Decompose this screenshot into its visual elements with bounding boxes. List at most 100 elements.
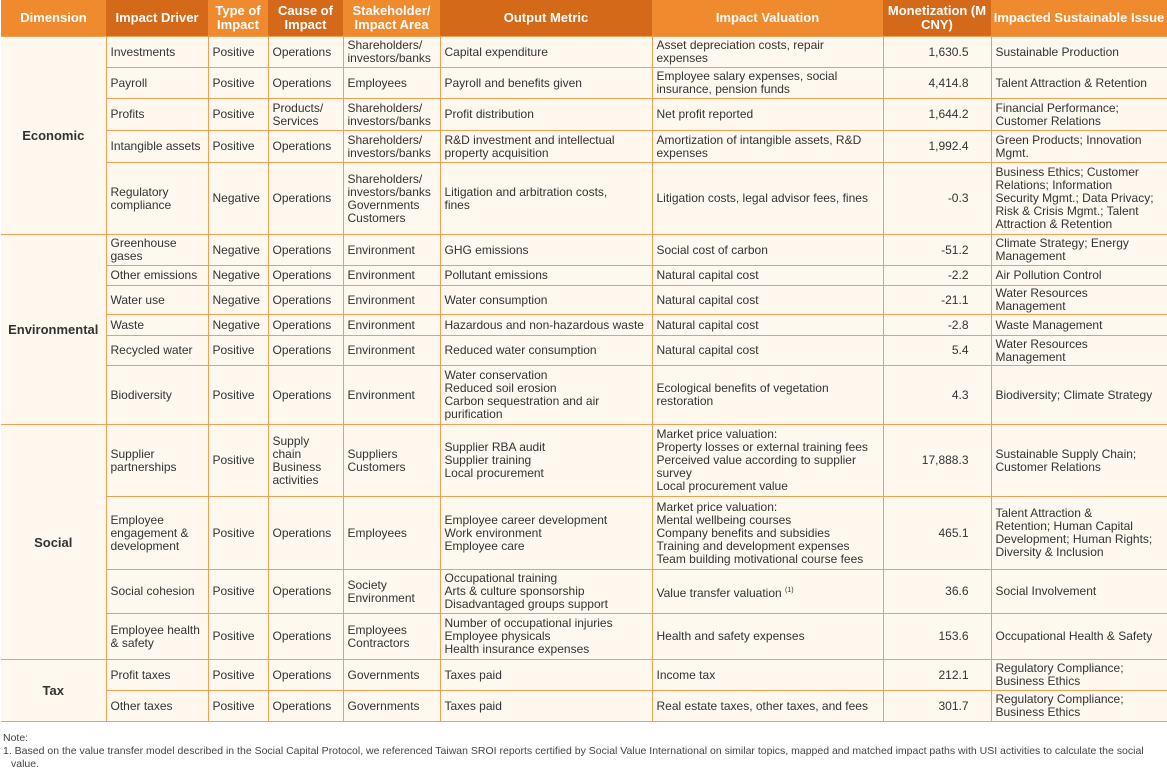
stakeholder: Employees [347, 525, 407, 540]
table-row: Waste Negative Operations Environment Hazard… [1, 314, 1167, 336]
output-metric-cell: Water consumption [439, 285, 653, 315]
monetization-value-cell: 36.6 [882, 569, 992, 614]
stakeholder: Environment [347, 317, 415, 332]
stakeholder-cell: Employees [342, 496, 441, 570]
stakeholder: Environment [347, 242, 415, 257]
monetization-value-cell: 301.7 [882, 690, 992, 722]
sustainable-issue-cell: Occupational Health & Safety [990, 613, 1167, 660]
sustainable-issue: Water Resources Management [995, 336, 1088, 364]
impact-type-cell: Positive [207, 130, 269, 163]
impact-cause: Operations [272, 75, 332, 90]
impact-driver-cell: Intangible assets [105, 130, 209, 163]
column-header: Impact Valuation [652, 0, 883, 37]
impact-valuation: Net profit reported [656, 107, 754, 121]
impact-type: Positive [212, 75, 255, 90]
impact-cause-cell: Operations [267, 130, 344, 163]
impact-valuation: Natural capital cost [656, 292, 759, 307]
impact-cause: Operations [272, 317, 332, 332]
output-metric-cell: Taxes paid [439, 659, 653, 691]
output-metric-cell: R&D investment and intellectual property… [439, 130, 653, 163]
sustainable-issue-cell: Water Resources Management [990, 285, 1167, 315]
impact-driver-cell: Biodiversity [105, 365, 209, 425]
impact-driver: Other emissions [110, 268, 198, 282]
impact-valuation-cell: Natural capital cost [651, 335, 884, 366]
impact-type: Negative [212, 292, 260, 307]
impact-valuation: Real estate taxes, other taxes, and fees [656, 698, 868, 713]
impact-cause: Operations [272, 698, 332, 713]
output-metric: Litigation and arbitration costs, fines [444, 184, 608, 212]
sustainable-issue-cell: Waste Management [990, 314, 1167, 336]
output-metric: Payroll and benefits given [444, 75, 582, 90]
impact-type: Positive [212, 584, 255, 598]
impact-cause: Operations [272, 268, 332, 282]
impact-type-cell: Positive [207, 496, 269, 570]
stakeholder: Employees Contractors [347, 622, 410, 650]
stakeholder-cell: Employees [342, 67, 441, 99]
output-metric: Supplier RBA audit Supplier training Loc… [444, 440, 546, 480]
impact-driver: Supplier partnerships [110, 446, 177, 474]
output-metric: Taxes paid [444, 698, 502, 713]
table-row: Recycled water Positive Operations Environm… [1, 335, 1167, 366]
impact-type: Positive [212, 453, 255, 467]
sustainable-issue-cell: Regulatory Compliance; Business Ethics [990, 659, 1167, 691]
stakeholder: Environment [347, 292, 415, 307]
impact-driver: Water use [110, 292, 165, 307]
impact-driver: Recycled water [110, 343, 193, 357]
sustainable-issue: Regulatory Compliance; Business Ethics [995, 661, 1124, 688]
monetization-value-cell: -51.2 [882, 234, 992, 266]
output-metric-cell: Reduced water consumption [439, 335, 653, 366]
table-row: Regulatory compliance Negative Operations S… [1, 162, 1167, 235]
table-row: Other taxes Positive Operations Governments… [1, 690, 1167, 722]
impact-driver: Employee health & safety [110, 622, 200, 650]
impact-cause: Operations [272, 525, 332, 540]
sustainable-issue-cell: Biodiversity; Climate Strategy [990, 365, 1167, 425]
sustainable-issue: Regulatory Compliance; Business Ethics [995, 692, 1124, 719]
monetization-value-cell: 1,644.2 [882, 98, 992, 131]
impact-valuation: Market price valuation: Property losses … [656, 427, 868, 493]
monetization-value: 5.4 [951, 343, 969, 357]
table-row: Tax Profit taxes Positive Operations Governm… [1, 659, 1167, 722]
monetization-value: 212.1 [938, 667, 969, 682]
impact-type-cell: Negative [207, 162, 269, 235]
note-title: Note: [3, 732, 29, 744]
stakeholder: Environment [347, 387, 415, 402]
impact-valuation-cell: Net profit reported [651, 98, 884, 131]
impact-driver: Employee engagement & development [110, 512, 189, 553]
impact-type-cell: Negative [207, 285, 269, 315]
output-metric: Hazardous and non-hazardous waste [444, 317, 644, 332]
monetization-value: -51.2 [941, 242, 969, 257]
impact-type: Negative [212, 317, 260, 332]
dimension-cell: Tax [1, 659, 107, 722]
impact-cause: Operations [272, 584, 332, 598]
impact-cause-cell: Operations [267, 496, 344, 570]
stakeholder: Environment [347, 343, 415, 357]
impact-driver-cell: Profit taxes [105, 659, 209, 691]
impact-valuation-cell: Market price valuation: Mental wellbeing… [651, 496, 884, 570]
impact-cause-cell: Operations [267, 659, 344, 691]
monetization-value: 301.7 [938, 698, 969, 713]
impact-type-cell: Positive [207, 569, 269, 614]
impact-cause: Operations [272, 191, 332, 205]
stakeholder-cell: Society Environment [342, 569, 441, 614]
impact-valuation-cell: Social cost of carbon [651, 234, 884, 266]
sustainable-issue-cell: Business Ethics; Customer Relations; Inf… [990, 162, 1167, 235]
sustainable-issue-cell: Social Involvement [990, 569, 1167, 614]
impact-cause: Operations [272, 629, 332, 643]
impact-driver-cell: Profits [105, 98, 209, 131]
output-metric-cell: Hazardous and non-hazardous waste [439, 314, 653, 336]
output-metric-cell: GHG emissions [439, 234, 653, 266]
impact-valuation-cell: Health and safety expenses [651, 613, 884, 660]
impact-valuation: Value transfer valuation [656, 585, 782, 600]
impact-driver: Regulatory compliance [110, 184, 172, 212]
impact-driver: Investments [110, 44, 176, 59]
stakeholder: Suppliers Customers [347, 446, 406, 474]
output-metric-cell: Profit distribution [439, 98, 653, 131]
impact-cause-cell: Operations [267, 265, 344, 286]
table-row: Biodiversity Positive Operations Environmen… [1, 365, 1167, 425]
stakeholder-cell: Environment [342, 234, 441, 266]
impact-driver-cell: Social cohesion [105, 569, 209, 614]
monetization-value: 17,888.3 [921, 453, 969, 467]
stakeholder-cell: Suppliers Customers [342, 424, 441, 497]
impact-valuation: Amortization of intangible assets, R&D e… [656, 132, 862, 160]
impact-valuation-cell: Natural capital cost [651, 314, 884, 336]
